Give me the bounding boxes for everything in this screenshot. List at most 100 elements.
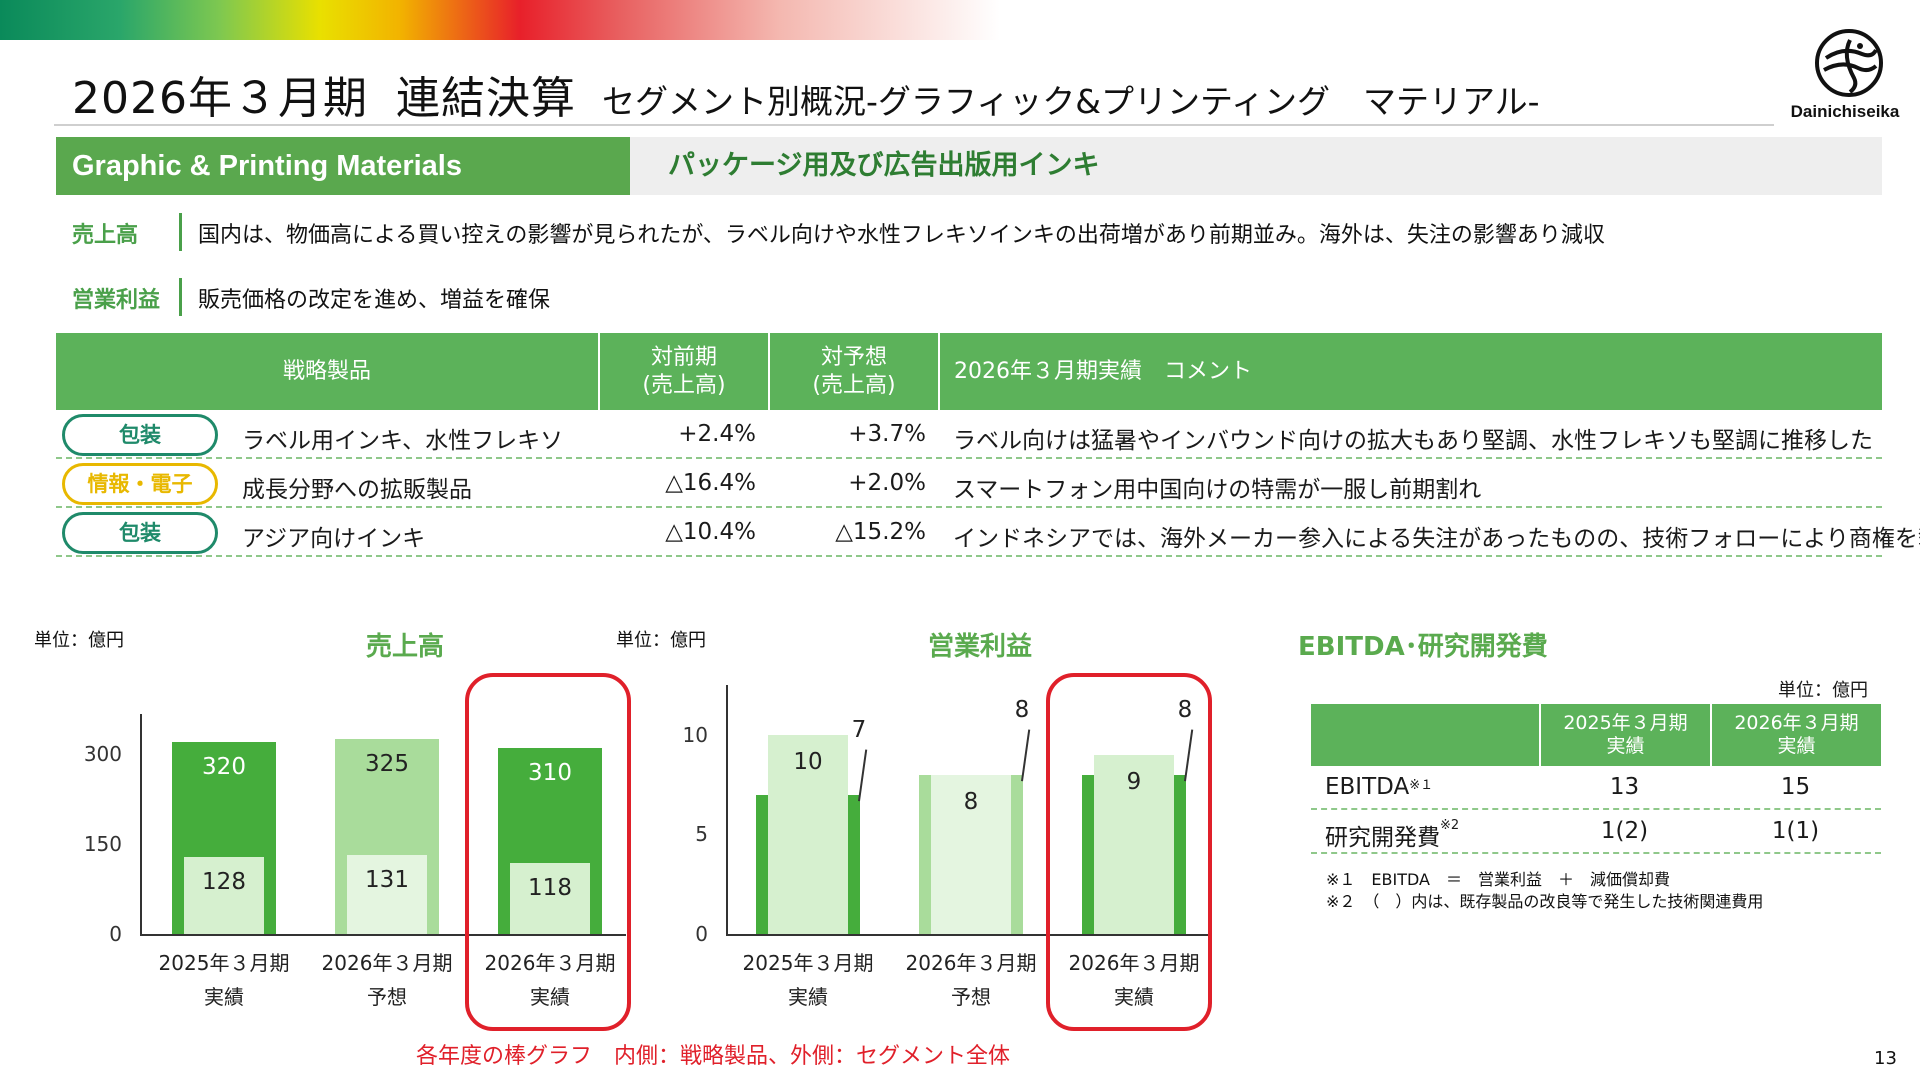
bar-label-strategic-products: 128 xyxy=(202,869,246,896)
product-name: 成長分野への拡販製品 xyxy=(242,477,472,503)
x-category-label-line: 実績 xyxy=(1114,985,1154,1009)
ebitda-title: EBITDA･研究開発費 xyxy=(1298,632,1548,662)
bar-label-segment-total: 7 xyxy=(851,716,867,743)
strategic-products-table: 戦略製品 対前期 (売上高) 対予想 (売上高) 2026年３月期実績 コメント 包… xyxy=(56,333,1920,557)
x-category-label: 2026年３月期 実績 xyxy=(1044,946,1224,1014)
bar-label-segment-total: 8 xyxy=(1177,696,1193,723)
category-tag: 包装 xyxy=(62,414,218,456)
highlight-frame-sales xyxy=(465,673,631,1031)
category-tag: 情報・電子 xyxy=(62,463,218,505)
bar-strategic-products xyxy=(347,855,427,934)
summary-text: 国内は、物価高による買い控えの影響が見られたが、ラベル向けや水性フレキソインキの… xyxy=(198,223,1605,248)
vs-forecast-value: +2.0% xyxy=(848,470,926,496)
bar-strategic-products xyxy=(184,857,264,934)
leader-line xyxy=(858,749,868,801)
y-tick-label: 150 xyxy=(83,832,122,856)
page-number: 13 xyxy=(1874,1048,1897,1069)
leader-line xyxy=(1021,729,1031,781)
bar-label-strategic-products: 118 xyxy=(528,875,572,902)
value-fy2025: 13 xyxy=(1609,774,1640,800)
x-category-label-line: 実績 xyxy=(530,985,570,1009)
title-segment: セグメント別概況-グラフィック&プリンティング マテリアル- xyxy=(601,82,1540,121)
x-category-label: 2026年３月期 予想 xyxy=(881,946,1061,1014)
x-category-label-line: 実績 xyxy=(788,985,828,1009)
company-logo: Dainichiseika xyxy=(1790,28,1900,128)
header-vs-forecast: 対予想 (売上高) xyxy=(768,333,938,410)
y-tick-label: 300 xyxy=(83,742,122,766)
summary-label: 売上高 xyxy=(72,223,139,248)
x-category-label-line: 2026年３月期 xyxy=(321,951,453,975)
x-category-label-line: 実績 xyxy=(204,985,244,1009)
comment: インドネシアでは、海外メーカー参入による失注があったものの、技術フォローにより商… xyxy=(953,526,1920,552)
vs-forecast-value: +3.7% xyxy=(848,421,926,447)
table-row: 包装 ラベル用インキ、水性フレキソ +2.4% +3.7% ラベル向けは猛暑やイ… xyxy=(56,410,1882,459)
crane-logo-icon xyxy=(1815,29,1883,97)
bar-strategic-products xyxy=(510,863,590,934)
highlight-frame-profit xyxy=(1046,673,1212,1031)
title-main: 2026年３月期 xyxy=(72,73,368,124)
summary-text: 販売価格の改定を進め、増益を確保 xyxy=(198,288,551,313)
bar-strategic-products xyxy=(931,774,1011,934)
y-tick-label: 5 xyxy=(695,822,708,847)
title-divider xyxy=(54,124,1774,126)
header-fy2025: 2025年３月期 実績 xyxy=(1539,704,1710,766)
value-fy2026: 15 xyxy=(1780,774,1811,800)
x-category-label: 2025年３月期 実績 xyxy=(718,946,898,1014)
header-comment: 2026年３月期実績 コメント xyxy=(938,333,1882,410)
bar-label-segment-total: 325 xyxy=(365,751,409,777)
value-fy2025: 1(2) xyxy=(1600,818,1649,844)
bar-label-strategic-products: 8 xyxy=(963,788,979,815)
table-row: 包装 アジア向けインキ △10.4% △15.2% インドネシアでは、海外メーカ… xyxy=(56,508,1920,557)
sales-unit-label: 単位：億円 xyxy=(34,630,124,651)
x-category-label-line: 予想 xyxy=(367,985,407,1009)
table-header: 戦略製品 対前期 (売上高) 対予想 (売上高) 2026年３月期実績 コメント xyxy=(56,333,1882,410)
chart-caption: 各年度の棒グラフ 内側：戦略製品、外側：セグメント全体 xyxy=(416,1044,1011,1069)
row-label: 研究開発費※2 xyxy=(1325,818,1460,851)
x-category-label-line: 2026年３月期 xyxy=(484,951,616,975)
x-axis xyxy=(140,934,626,936)
bar-label-segment-total: 310 xyxy=(528,760,572,786)
yoy-value: △16.4% xyxy=(665,470,756,496)
bar-strategic-products xyxy=(768,734,848,934)
segment-name-jp: パッケージ用及び広告出版用インキ xyxy=(668,150,1100,181)
category-tag: 包装 xyxy=(62,512,218,554)
segment-header: Graphic & Printing Materials パッケージ用及び広告出… xyxy=(56,137,1882,195)
yoy-value: △10.4% xyxy=(665,519,756,545)
profit-chart-title: 営業利益 xyxy=(927,632,1032,662)
yoy-value: +2.4% xyxy=(678,421,756,447)
table-row: 研究開発費※2 1(2) 1(1) xyxy=(1311,810,1881,854)
bar-label-strategic-products: 9 xyxy=(1126,768,1142,795)
product-name: アジア向けインキ xyxy=(242,526,426,552)
header-color-band xyxy=(0,0,1000,40)
footnote-2: ※２ （ ）内は、既存製品の改良等で発生した技術関連費用 xyxy=(1326,892,1764,911)
y-tick-label: 10 xyxy=(682,722,708,747)
bar-label-strategic-products: 131 xyxy=(365,867,409,894)
ebitda-table: 2025年３月期 実績 2026年３月期 実績 EBITDA※１ 13 15 研究開… xyxy=(1311,704,1881,854)
sales-chart-title: 売上高 xyxy=(365,632,444,662)
y-tick-label: 0 xyxy=(695,922,708,946)
x-axis xyxy=(726,934,1212,936)
y-axis xyxy=(726,685,728,934)
vs-forecast-value: △15.2% xyxy=(835,519,926,545)
ebitda-table-header: 2025年３月期 実績 2026年３月期 実績 xyxy=(1311,704,1881,766)
x-category-label: 2026年３月期 実績 xyxy=(460,946,640,1014)
table-row: 情報・電子 成長分野への拡販製品 △16.4% +2.0% スマートフォン用中国… xyxy=(56,459,1882,508)
logo-name: Dainichiseika xyxy=(1790,102,1900,121)
bar-label-strategic-products: 10 xyxy=(793,748,823,775)
bar-label-segment-total: 8 xyxy=(1014,696,1030,723)
summary-label: 営業利益 xyxy=(72,288,161,313)
summary-divider xyxy=(179,213,182,251)
bar-label-segment-total: 320 xyxy=(202,754,246,780)
y-axis xyxy=(140,714,142,934)
x-category-label: 2025年３月期 実績 xyxy=(134,946,314,1014)
footnote-1: ※１ EBITDA ＝ 営業利益 ＋ 減価償却費 xyxy=(1326,870,1670,889)
bar-strategic-products xyxy=(1094,754,1174,934)
header-yoy: 対前期 (売上高) xyxy=(598,333,768,410)
y-tick-label: 0 xyxy=(109,922,122,946)
row-label: EBITDA※１ xyxy=(1325,774,1434,800)
summary-divider xyxy=(179,278,182,316)
comment: スマートフォン用中国向けの特需が一服し前期割れ xyxy=(953,477,1482,503)
value-fy2026: 1(1) xyxy=(1771,818,1820,844)
x-category-label-line: 2026年３月期 xyxy=(1068,951,1200,975)
comment: ラベル向けは猛暑やインバウンド向けの拡大もあり堅調、水性フレキソも堅調に推移した xyxy=(953,428,1873,454)
